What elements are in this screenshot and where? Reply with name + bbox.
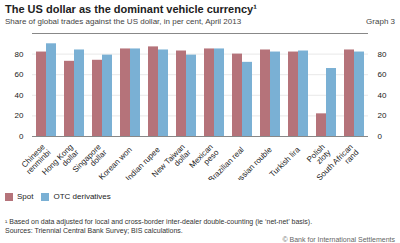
svg-text:60: 60 bbox=[378, 70, 387, 79]
svg-text:Russian rouble: Russian rouble bbox=[230, 145, 274, 180]
svg-text:40: 40 bbox=[15, 91, 24, 100]
svg-text:20: 20 bbox=[378, 111, 387, 120]
svg-text:80: 80 bbox=[15, 50, 24, 59]
svg-text:40: 40 bbox=[378, 91, 387, 100]
svg-text:80: 80 bbox=[378, 50, 387, 59]
svg-text:South Africanrand: South Africanrand bbox=[315, 142, 361, 180]
svg-text:Hong Kongdollar: Hong Kongdollar bbox=[40, 142, 81, 180]
svg-text:0: 0 bbox=[19, 132, 24, 141]
svg-text:20: 20 bbox=[15, 111, 24, 120]
svg-text:0: 0 bbox=[378, 132, 383, 141]
svg-text:Turkish lira: Turkish lira bbox=[268, 145, 302, 179]
svg-text:New Taiwandollar: New Taiwandollar bbox=[150, 142, 193, 180]
svg-text:60: 60 bbox=[15, 70, 24, 79]
